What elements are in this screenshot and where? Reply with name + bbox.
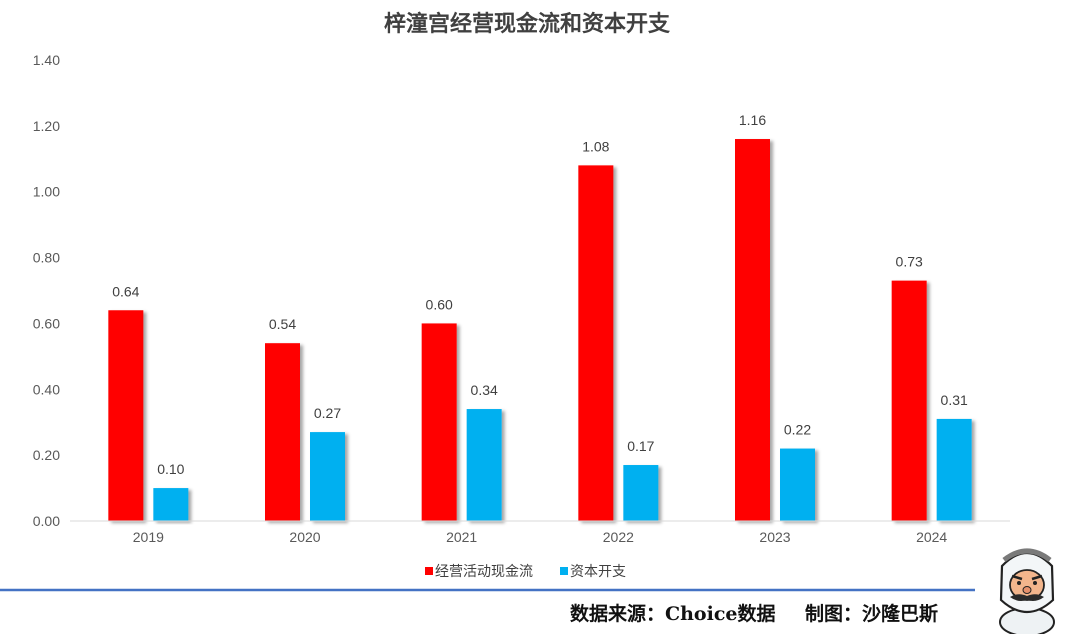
data-label: 0.22 (784, 422, 811, 438)
data-label: 0.73 (896, 254, 923, 270)
data-source-text: 数据来源：Choice数据 (570, 602, 775, 625)
bar-2022-capex (623, 465, 659, 521)
chart-title: 梓潼宫经营现金流和资本开支 (384, 11, 671, 37)
legend-label-capex: 资本开支 (570, 563, 626, 579)
y-tick-label: 0.60 (33, 315, 60, 331)
data-label: 0.54 (269, 316, 296, 332)
bar-2020-operating-cash-flow (265, 343, 300, 521)
y-tick-label: 0.00 (33, 513, 60, 529)
y-tick-label: 1.40 (33, 52, 60, 68)
data-label: 0.64 (112, 283, 139, 299)
x-tick-label: 2021 (446, 529, 477, 545)
x-tick-label: 2022 (603, 529, 634, 545)
plot-area: 0.64 0.10 0.54 0.27 0.60 0.34 1.08 0.17 1.16 0.22… (108, 112, 972, 521)
legend-swatch-operating-cash-flow (425, 567, 433, 575)
bar-2019-capex (153, 488, 189, 521)
bar-2021-operating-cash-flow (421, 323, 457, 521)
data-label: 1.08 (582, 138, 609, 154)
data-label: 0.10 (157, 461, 184, 477)
y-axis: 0.00 0.20 0.40 0.60 0.80 1.00 1.20 1.40 (33, 52, 60, 529)
cartoon-man-with-headscarf-and-mustache-icon (999, 548, 1055, 634)
data-label: 0.31 (941, 392, 968, 408)
bar-2024-operating-cash-flow (891, 280, 927, 521)
x-axis: 2019 2020 2021 2022 2023 2024 (133, 529, 948, 545)
bar-2019-operating-cash-flow (108, 310, 144, 521)
bar-2022-operating-cash-flow (578, 165, 614, 521)
y-tick-label: 1.00 (33, 184, 60, 200)
x-tick-label: 2019 (133, 529, 164, 545)
data-label: 0.60 (426, 296, 453, 312)
data-label: 0.17 (627, 438, 654, 454)
legend-swatch-capex (560, 567, 568, 575)
data-label: 0.34 (471, 382, 498, 398)
y-tick-label: 1.20 (33, 118, 60, 134)
bar-2024-capex (936, 418, 972, 521)
data-label: 0.27 (314, 405, 341, 421)
legend: 经营活动现金流 资本开支 (425, 563, 626, 579)
bar-2023-capex (780, 448, 815, 521)
chart-credit-text: 制图：沙隆巴斯 (805, 602, 938, 625)
x-tick-label: 2024 (916, 529, 947, 545)
data-label: 1.16 (739, 112, 766, 128)
bar-2023-operating-cash-flow (735, 139, 770, 521)
x-tick-label: 2023 (759, 529, 790, 545)
y-tick-label: 0.80 (33, 250, 60, 266)
y-tick-label: 0.40 (33, 381, 60, 397)
bar-2021-capex (466, 409, 502, 521)
x-tick-label: 2020 (289, 529, 320, 545)
y-tick-label: 0.20 (33, 447, 60, 463)
bar-2020-capex (310, 432, 345, 521)
legend-label-operating-cash-flow: 经营活动现金流 (435, 563, 533, 579)
